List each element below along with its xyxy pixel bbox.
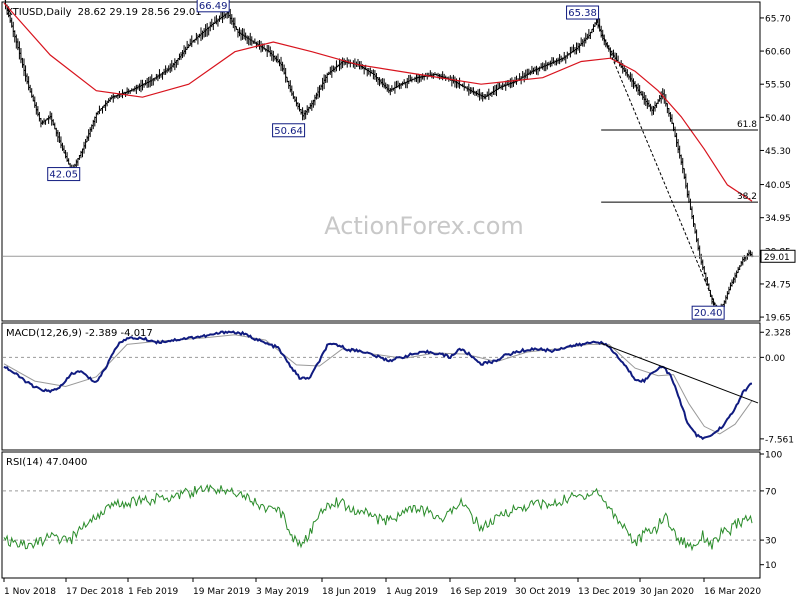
x-tick-label: 19 Mar 2019 (193, 587, 250, 597)
x-tick-label: 30 Oct 2019 (515, 587, 571, 597)
last-price-label: 29.01 (764, 253, 790, 263)
price-trendline (596, 19, 719, 313)
x-tick-label: 17 Dec 2018 (66, 587, 124, 597)
macd-line (3, 330, 753, 441)
macd-y-tick-label: 0.00 (765, 354, 785, 364)
price-y-tick-label: 34.95 (765, 214, 791, 224)
price-annotation-label: 65.38 (568, 8, 597, 19)
price-y-tick-label: 55.50 (765, 81, 791, 91)
rsi-y-tick-label: 100 (765, 451, 782, 461)
x-tick-label: 16 Sep 2019 (450, 587, 507, 597)
price-bars (4, 0, 754, 316)
price-y-tick-label: 60.60 (765, 48, 791, 58)
macd-y-tick-label: 2.328 (765, 329, 791, 339)
x-tick-label: 18 Jun 2019 (322, 587, 376, 597)
price-y-tick-label: 19.65 (765, 314, 791, 324)
price-annotation-label: 66.49 (199, 1, 228, 12)
price-annotation-box (47, 167, 81, 182)
price-annotation-label: 50.64 (274, 126, 303, 137)
timeframe-label: Daily (46, 7, 71, 18)
symbol-label: XTIUSD (6, 7, 43, 18)
sma-line (3, 2, 753, 202)
fib-label: 38.2 (737, 192, 757, 202)
price-annotation-box (566, 5, 600, 20)
macd-panel (3, 330, 760, 441)
price-header: XTIUSD,Daily 28.62 29.19 28.56 29.01 (6, 7, 202, 18)
x-tick-label: 3 May 2019 (256, 587, 309, 597)
rsi-y-tick-label: 10 (765, 561, 777, 571)
rsi-y-tick-label: 30 (765, 537, 777, 547)
last-price-box (760, 249, 796, 263)
x-tick-label: 13 Dec 2019 (578, 587, 636, 597)
price-panel-frame (1, 1, 761, 322)
x-tick-label: 1 Aug 2019 (386, 587, 438, 597)
price-y-tick-label: 24.75 (765, 280, 791, 290)
x-tick-label: 1 Feb 2019 (128, 587, 179, 597)
price-y-tick-label: 65.70 (765, 14, 791, 24)
macd-header: MACD(12,26,9) -2.389 -4.017 (6, 328, 153, 339)
price-y-tick-label: 40.05 (765, 181, 791, 191)
x-tick-label: 16 Mar 2020 (704, 587, 761, 597)
price-annotation-label: 20.40 (694, 308, 723, 319)
x-tick-label: 1 Nov 2018 (4, 587, 56, 597)
macd-trendline (600, 342, 759, 404)
price-annotation-box (691, 305, 725, 320)
price-annotation-box (272, 123, 306, 138)
fib-label: 61.8 (737, 120, 757, 130)
rsi-y-tick-label: 70 (765, 487, 777, 497)
rsi-header: RSI(14) 47.0400 (6, 457, 87, 468)
rsi-panel (3, 483, 760, 552)
price-annotation-box (196, 0, 230, 13)
watermark: ActionForex.com (324, 212, 524, 240)
x-tick-label: 30 Jan 2020 (640, 587, 694, 597)
ohlc-label: 28.62 29.19 28.56 29.01 (78, 7, 202, 18)
macd-signal-line (3, 334, 753, 435)
rsi-panel-frame (1, 451, 761, 579)
macd-y-tick-label: -7.561 (765, 435, 794, 445)
price-y-tick-label: 50.40 (765, 114, 791, 124)
price-panel: 61.8 38.2 66.49 42.05 50.64 65.38 20.40 (3, 0, 760, 320)
price-annotation-label: 42.05 (49, 170, 78, 181)
axes: 65.7060.6055.5050.4045.3040.0534.9529.85… (3, 14, 796, 597)
rsi-line (3, 483, 753, 552)
macd-panel-frame (1, 322, 761, 451)
price-y-tick-label: 45.30 (765, 147, 791, 157)
